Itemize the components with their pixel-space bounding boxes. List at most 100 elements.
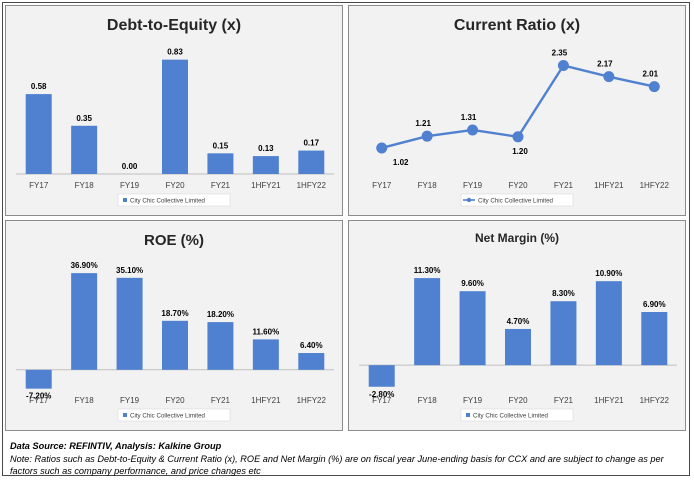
- legend-box: [460, 408, 574, 422]
- line-point: [512, 131, 524, 143]
- data-label: 8.30%: [552, 289, 575, 298]
- debt-to-equity-panel: Debt-to-Equity (x) 0.58 0.35 0.00 0.83 0.15 0.…: [5, 5, 343, 216]
- chart-svg: ROE (%) -7.20% 36.90% 35.10% 18.70% 18.20% 11.…: [16, 232, 334, 422]
- bar-fy17: [368, 365, 395, 387]
- bar-1hfy22: [641, 312, 668, 366]
- figure-frame: [2, 2, 690, 476]
- bar-fy19: [116, 277, 143, 370]
- x-tick-label: FY17: [29, 396, 49, 405]
- data-label: 9.60%: [461, 279, 484, 288]
- legend-label: City Chic Collective Limited: [130, 413, 206, 420]
- data-label: -7.20%: [26, 392, 51, 401]
- roe-panel: ROE (%) -7.20% 36.90% 35.10% 18.70% 18.20% 11.…: [5, 220, 343, 431]
- legend-label: City Chic Collective Limited: [478, 198, 554, 205]
- bar-fy18: [71, 125, 98, 174]
- bar-1hfy21: [595, 281, 622, 366]
- data-label: 0.00: [122, 162, 138, 171]
- data-source-text: Data Source: REFINTIV, Analysis: Kalkine…: [10, 441, 222, 451]
- x-tick-label: 1HFY21: [251, 181, 281, 190]
- line-point: [648, 81, 660, 93]
- x-tick-label: FY21: [211, 181, 231, 190]
- x-tick-label: 1HFY21: [594, 181, 624, 190]
- data-label: 1.31: [461, 113, 477, 122]
- chart-title: ROE (%): [144, 232, 204, 249]
- legend-box: [117, 408, 231, 422]
- data-label: -2.80%: [369, 390, 394, 399]
- data-label: 2.17: [597, 60, 613, 69]
- chart-svg: Current Ratio (x) 1.02 1.21 1.31 1.20 2.35 2.1…: [372, 17, 670, 207]
- bar-1hfy22: [298, 150, 325, 174]
- x-tick-label: 1HFY21: [251, 396, 281, 405]
- data-label: 11.60%: [253, 327, 280, 336]
- data-label: 11.30%: [414, 266, 441, 275]
- footer: Data Source: REFINTIV, Analysis: Kalkine…: [10, 440, 686, 478]
- bar-1hfy21: [252, 156, 279, 174]
- data-label: 4.70%: [507, 317, 530, 326]
- x-tick-label: FY20: [508, 181, 528, 190]
- x-tick-label: FY21: [211, 396, 231, 405]
- legend-label: City Chic Collective Limited: [130, 198, 206, 205]
- chart-svg: Net Margin (%) -2.80% 11.30% 9.60% 4.70% 8.30…: [359, 231, 677, 422]
- legend-swatch: [466, 413, 470, 417]
- data-label: 1.21: [415, 119, 431, 128]
- x-tick-label: 1HFY22: [640, 181, 670, 190]
- chart-title: Current Ratio (x): [454, 17, 580, 34]
- legend-box: [460, 193, 574, 207]
- bar-fy20: [505, 328, 531, 366]
- x-tick-label: FY21: [554, 181, 574, 190]
- bar-1hfy21: [252, 339, 279, 370]
- data-label: 1.02: [393, 158, 409, 167]
- bar-fy20: [162, 59, 188, 175]
- x-tick-label: 1HFY22: [297, 396, 327, 405]
- x-tick-label: FY19: [463, 181, 483, 190]
- data-label: 18.20%: [207, 310, 234, 319]
- x-tick-label: 1HFY21: [594, 396, 624, 405]
- chart-title: Debt-to-Equity (x): [107, 17, 241, 34]
- x-tick-label: FY20: [508, 396, 528, 405]
- x-tick-label: FY19: [120, 181, 140, 190]
- x-tick-label: FY18: [418, 181, 438, 190]
- x-tick-label: FY19: [463, 396, 483, 405]
- bar-fy21: [550, 301, 577, 366]
- current-ratio-panel: Current Ratio (x) 1.02 1.21 1.31 1.20 2.35 2.1…: [348, 5, 686, 216]
- x-tick-label: 1HFY22: [297, 181, 327, 190]
- legend-swatch: [123, 198, 127, 202]
- bar-fy18: [71, 273, 98, 370]
- line-point: [467, 124, 479, 136]
- legend-swatch: [123, 413, 127, 417]
- chart-title: Net Margin (%): [475, 231, 559, 245]
- bar-fy17: [25, 94, 52, 174]
- legend-label: City Chic Collective Limited: [473, 413, 549, 420]
- data-label: 36.90%: [71, 261, 98, 270]
- net-margin-panel: Net Margin (%) -2.80% 11.30% 9.60% 4.70% 8.30…: [348, 220, 686, 431]
- line-point: [603, 71, 615, 83]
- data-label: 35.10%: [116, 266, 143, 275]
- bar-fy21: [207, 153, 234, 174]
- x-tick-label: FY17: [29, 181, 49, 190]
- line-point: [421, 130, 433, 142]
- footnote-text: Note: Ratios such as Debt-to-Equity & Cu…: [10, 453, 664, 477]
- data-label: 18.70%: [161, 309, 188, 318]
- chart-svg: Debt-to-Equity (x) 0.58 0.35 0.00 0.83 0.15 0.…: [16, 17, 334, 207]
- line-point: [557, 60, 569, 71]
- legend-box: [117, 193, 231, 207]
- bar-fy19: [459, 291, 486, 366]
- data-label: 0.15: [213, 141, 229, 150]
- bar-fy21: [207, 322, 234, 370]
- data-label: 0.17: [303, 139, 319, 148]
- data-label: 0.58: [31, 82, 47, 91]
- bar-1hfy22: [298, 353, 325, 370]
- x-tick-label: FY19: [120, 396, 140, 405]
- x-tick-label: FY18: [418, 396, 438, 405]
- x-tick-label: FY18: [75, 181, 95, 190]
- x-tick-label: FY18: [75, 396, 95, 405]
- data-label: 0.35: [76, 114, 92, 123]
- legend-marker: [466, 197, 472, 203]
- x-tick-label: FY20: [165, 181, 185, 190]
- data-label: 2.01: [642, 70, 658, 79]
- data-label: 0.83: [167, 48, 183, 57]
- data-label: 1.20: [512, 147, 528, 156]
- bar-fy17: [25, 369, 52, 389]
- x-tick-label: FY17: [372, 181, 392, 190]
- x-tick-label: FY21: [554, 396, 574, 405]
